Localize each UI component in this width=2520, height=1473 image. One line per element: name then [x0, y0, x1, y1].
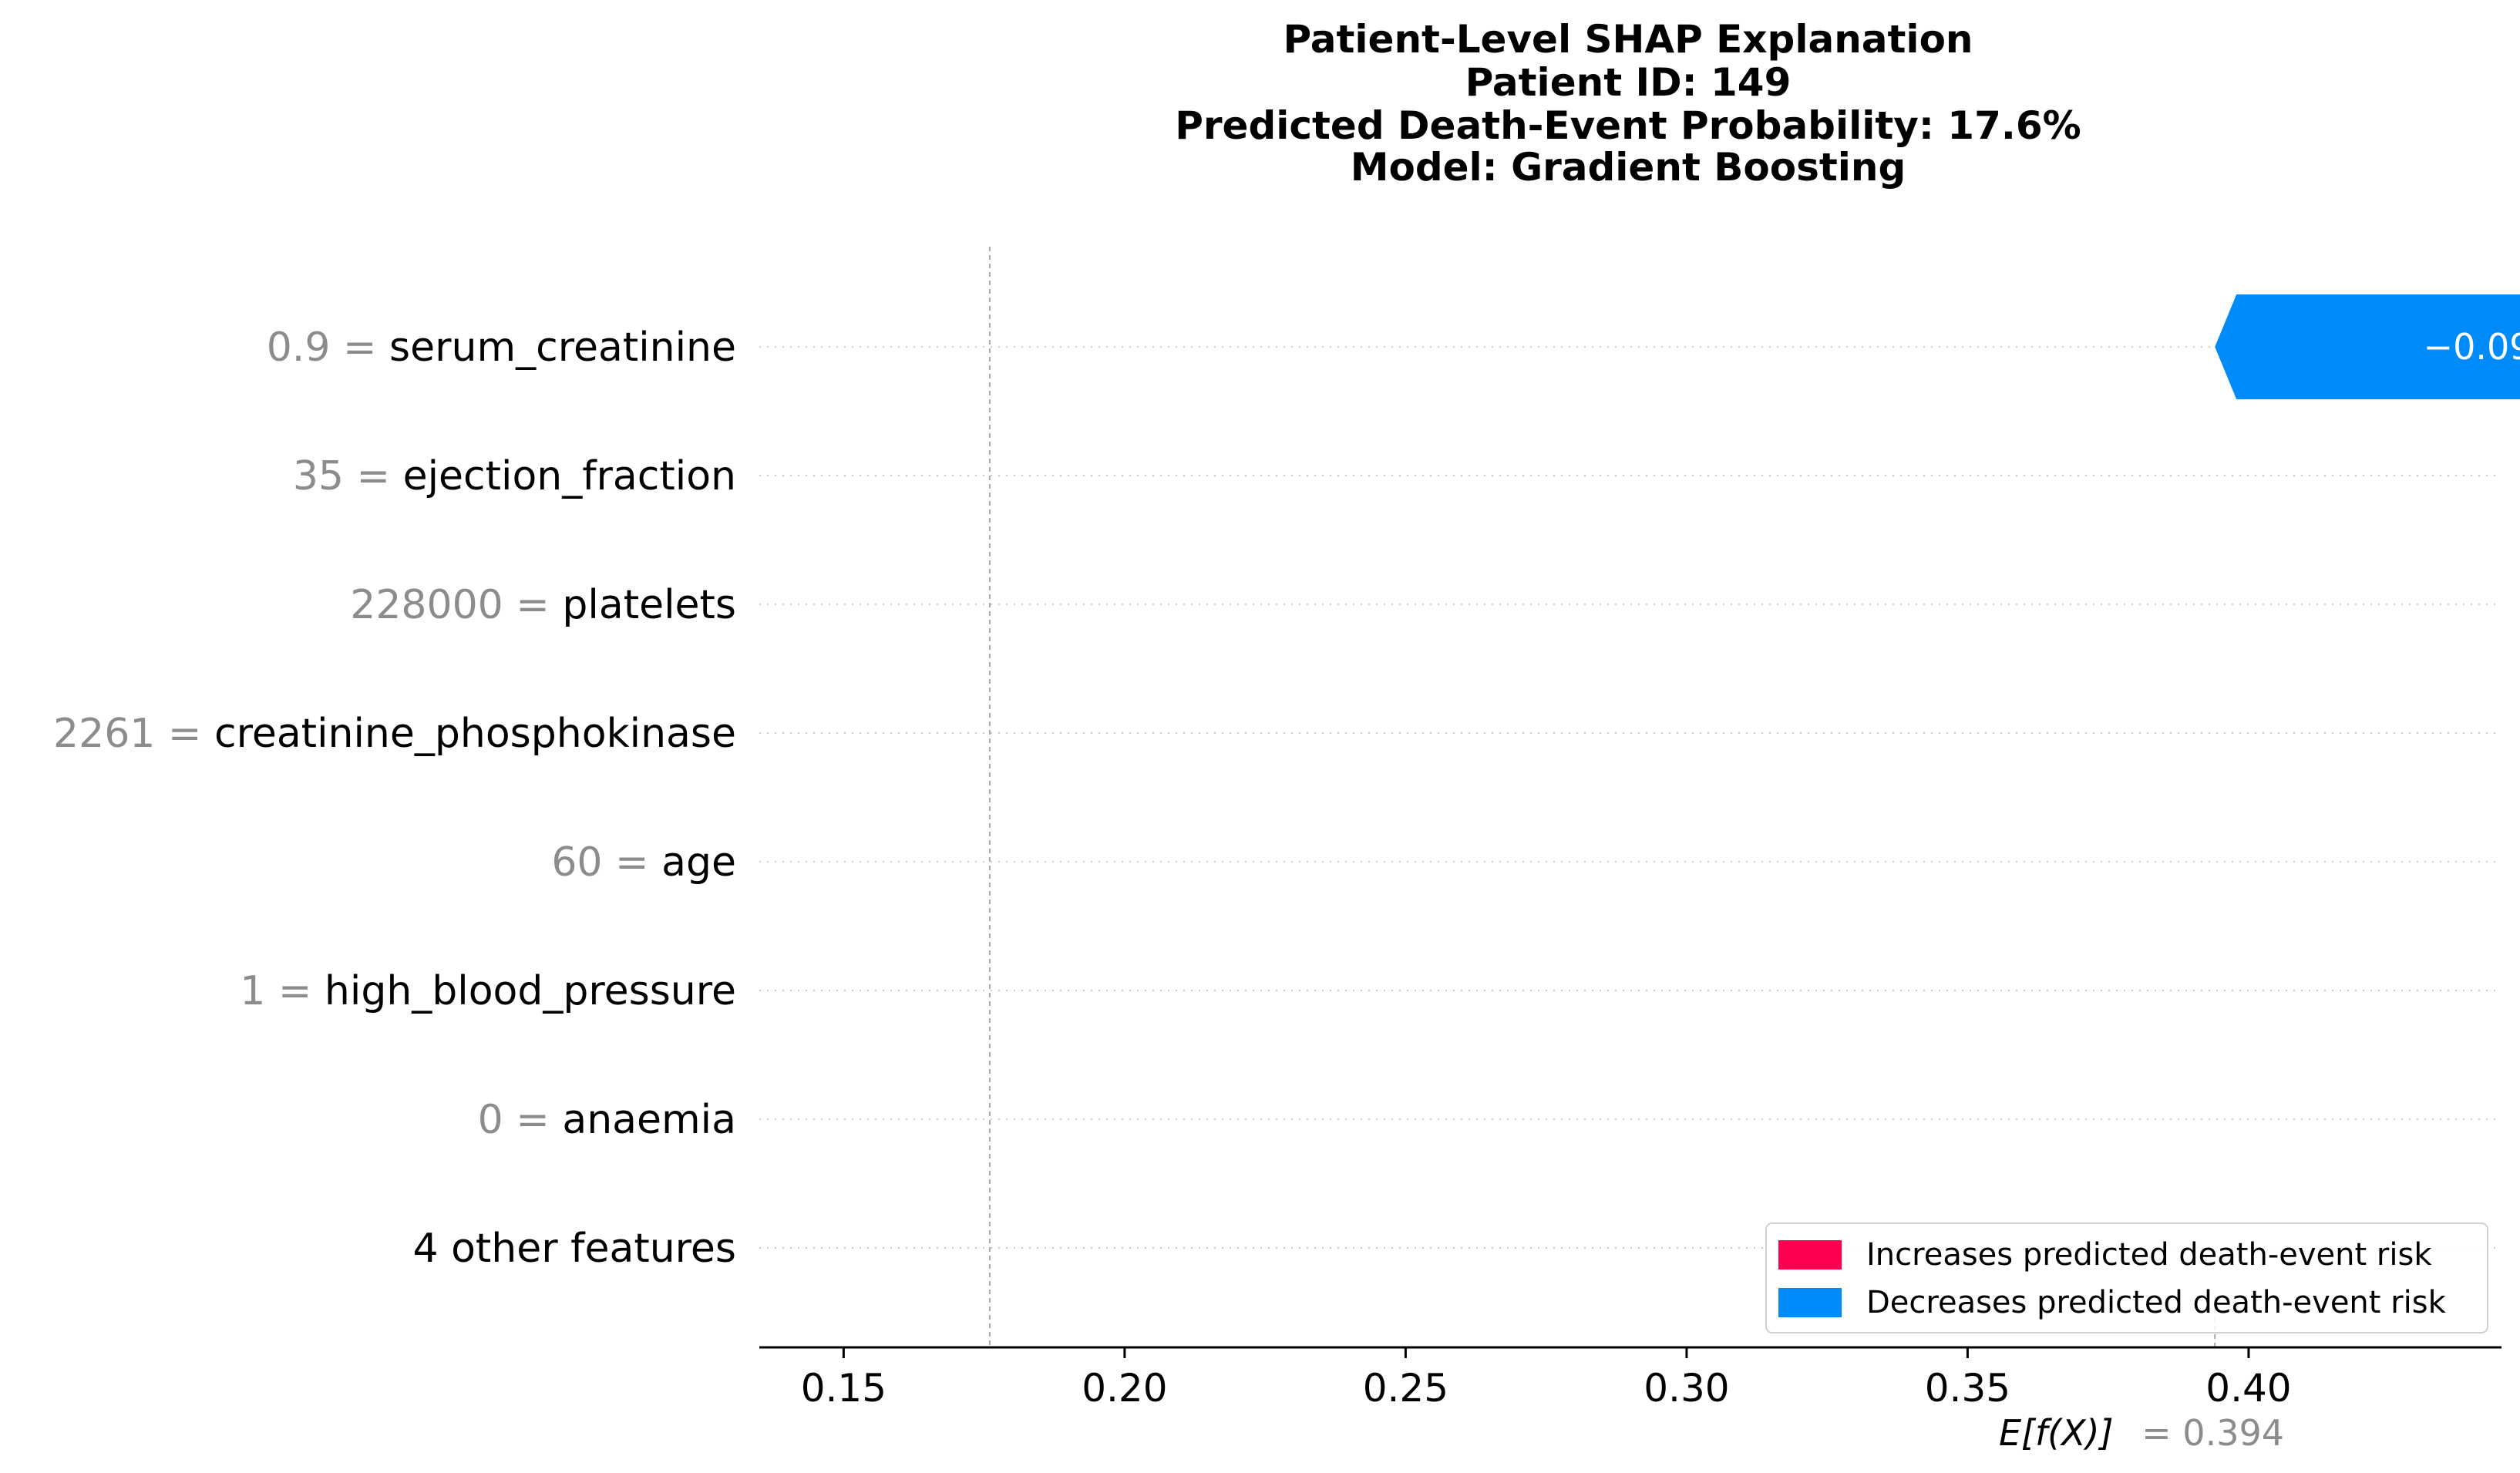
legend-swatch	[1778, 1288, 1842, 1317]
feature-value: 2261 =	[53, 711, 214, 757]
title-line-3: Predicted Death-Event Probability: 17.6%	[1175, 103, 2081, 148]
feature-row-label: 228000 = platelets	[350, 582, 736, 628]
title-line-2: Patient ID: 149	[1465, 60, 1792, 105]
connector-lines	[988, 247, 2216, 1347]
feature-name: high_blood_pressure	[325, 968, 736, 1014]
bar-value-label: −0.09	[2424, 326, 2520, 368]
feature-value: 60 =	[551, 839, 661, 886]
title-line-1: Patient-Level SHAP Explanation	[1283, 17, 1973, 62]
base-value-annotation: E[f(X)] = 0.394	[1999, 1412, 2284, 1454]
feature-name: platelets	[562, 582, 736, 628]
x-tick-label: 0.15	[801, 1366, 887, 1411]
base-value-label: E[f(X)] = 0.394	[1999, 1412, 2284, 1454]
chart-title: Patient-Level SHAP Explanation Patient I…	[1175, 17, 2081, 190]
legend-label: Increases predicted death-event risk	[1866, 1237, 2432, 1273]
feature-name: age	[661, 839, 736, 886]
feature-row-label: 1 = high_blood_pressure	[240, 968, 736, 1014]
feature-name: serum_creatinine	[389, 325, 736, 371]
title-line-4: Model: Gradient Boosting	[1351, 145, 1906, 190]
x-axis: 0.15 0.20 0.25 0.30 0.35 0.40	[759, 1346, 2501, 1411]
feature-name: ejection_fraction	[403, 453, 736, 499]
feature-row-label: 35 = ejection_fraction	[293, 453, 736, 499]
feature-row-label: 0.9 = serum_creatinine	[267, 325, 736, 371]
feature-row-label: 2261 = creatinine_phosphokinase	[53, 711, 736, 757]
feature-row-label: 0 = anaemia	[478, 1097, 736, 1143]
row-gridlines	[759, 346, 2501, 1249]
x-tick-label: 0.35	[1925, 1366, 2010, 1411]
base-label-text: E[f(X)]	[1999, 1412, 2114, 1454]
x-tick-label: 0.20	[1082, 1366, 1167, 1411]
feature-row-label: 60 = age	[551, 839, 736, 886]
feature-name: 4 other features	[412, 1226, 736, 1272]
x-tick-label: 0.30	[1644, 1366, 1729, 1411]
feature-name: anaemia	[562, 1097, 736, 1143]
x-tick-label: 0.25	[1363, 1366, 1448, 1411]
legend-swatch	[1778, 1240, 1842, 1270]
feature-row-label: 4 other features	[412, 1226, 736, 1272]
feature-value: 0.9 =	[267, 325, 389, 371]
feature-name: creatinine_phosphokinase	[214, 711, 736, 757]
feature-labels: 0.9 = serum_creatinine 35 = ejection_frac…	[53, 325, 2520, 1272]
feature-value: 1 =	[240, 968, 325, 1014]
feature-value: 0 =	[478, 1097, 563, 1143]
waterfall-bars	[2215, 294, 2520, 399]
base-value-text: = 0.394	[2141, 1412, 2284, 1454]
x-tick-label: 0.40	[2205, 1366, 2291, 1411]
legend: Increases predicted death-event risk Decr…	[1765, 1222, 2488, 1333]
feature-value: 228000 =	[350, 582, 562, 628]
feature-value: 35 =	[293, 453, 403, 499]
legend-box	[1765, 1222, 2488, 1333]
legend-label: Decreases predicted death-event risk	[1866, 1285, 2447, 1320]
waterfall-bar	[2215, 294, 2520, 399]
